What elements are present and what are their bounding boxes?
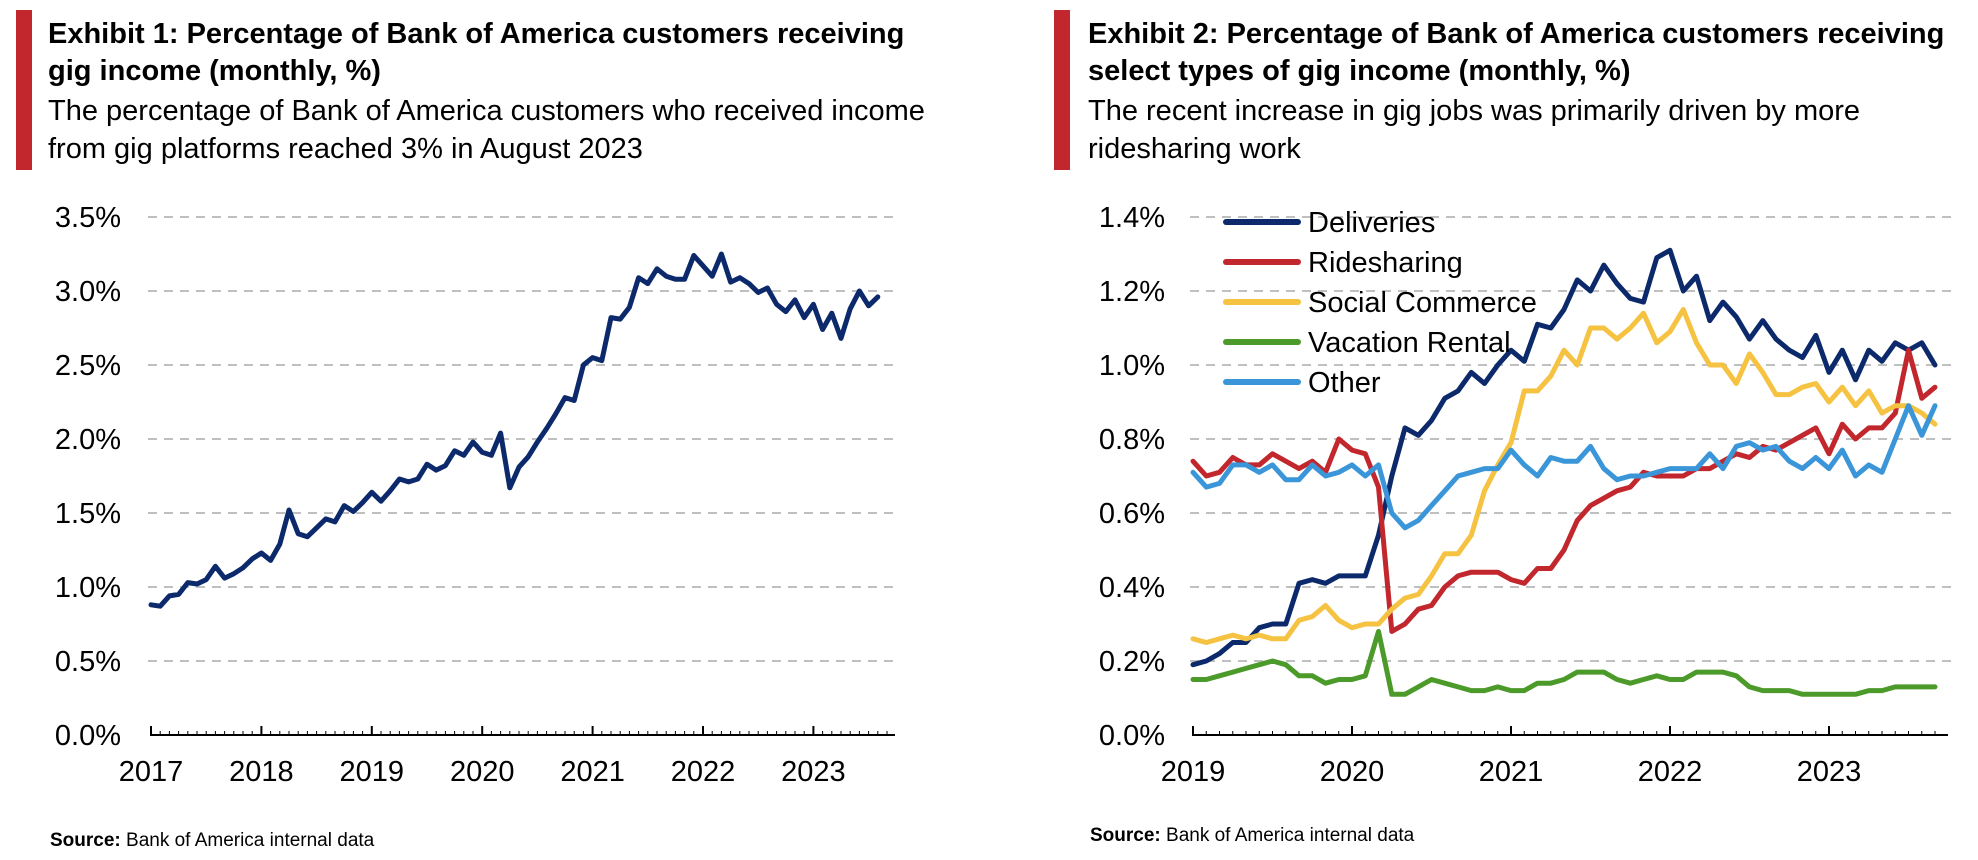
exhibit-2-x-tick-label: 2020 bbox=[1320, 756, 1385, 788]
exhibit-2-y-tick-label: 1.0% bbox=[1099, 350, 1165, 382]
exhibit-1-y-tick-label: 2.0% bbox=[55, 424, 121, 456]
exhibit-1-y-tick-label: 0.0% bbox=[55, 720, 121, 752]
exhibit-2-line-deliveries bbox=[1190, 247, 1938, 668]
exhibit-1-accent-bar bbox=[16, 10, 32, 170]
exhibit-2-x-tick-label: 2023 bbox=[1797, 756, 1862, 788]
exhibit-2-y-tick-label: 1.2% bbox=[1099, 276, 1165, 308]
exhibit-2-source-label: Source: bbox=[1090, 825, 1161, 846]
exhibit-1-y-tick-label: 3.0% bbox=[55, 276, 121, 308]
exhibit-1-y-tick-label: 2.5% bbox=[55, 350, 121, 382]
exhibit-2-panel: Exhibit 2: Percentage of Bank of America… bbox=[1040, 0, 1978, 860]
exhibit-2-legend-label-deliveries: Deliveries bbox=[1308, 207, 1435, 239]
exhibit-2-subtitle: The recent increase in gig jobs was prim… bbox=[1088, 95, 1861, 165]
exhibit-1-x-tick-label: 2020 bbox=[450, 756, 515, 788]
exhibit-2-legend-label-ridesharing: Ridesharing bbox=[1308, 247, 1463, 279]
exhibit-2-legend-label-vacation-rental: Vacation Rental bbox=[1308, 327, 1511, 359]
exhibit-2-chart: 0.0% 0.2% 0.4% 0.6% 0.8% 1.0% 1.2% 1.4% 2019 2020… bbox=[1099, 202, 1954, 788]
exhibit-1-y-tick-label: 0.5% bbox=[55, 646, 121, 678]
exhibit-2-y-tick-label: 0.0% bbox=[1099, 720, 1165, 752]
exhibit-1-chart: 0.0% 0.5% 1.0% 1.5% 2.0% 2.5% 3.0% 3.5% 2017 2018… bbox=[55, 202, 896, 788]
exhibit-1-line-series bbox=[148, 251, 881, 609]
exhibit-2-title: Exhibit 2: Percentage of Bank of America… bbox=[1088, 18, 1945, 87]
exhibit-2-x-tick-label: 2021 bbox=[1479, 756, 1544, 788]
exhibit-1-x-tick-label: 2019 bbox=[340, 756, 405, 788]
exhibit-2-y-tick-label: 0.6% bbox=[1099, 498, 1165, 530]
exhibit-1-title: Exhibit 1: Percentage of Bank of America… bbox=[48, 18, 905, 87]
exhibit-1-y-tick-label: 1.0% bbox=[55, 572, 121, 604]
exhibit-1-x-tick-label: 2021 bbox=[560, 756, 625, 788]
exhibit-1-panel: Exhibit 1: Percentage of Bank of America… bbox=[16, 10, 925, 852]
exhibit-2-y-tick-label: 0.4% bbox=[1099, 572, 1165, 604]
exhibit-1-source-label: Source: bbox=[50, 830, 121, 851]
exhibit-2-line-vacation-rental bbox=[1190, 628, 1938, 697]
exhibit-2-line-other bbox=[1190, 403, 1938, 531]
exhibit-1-source-text: Bank of America internal data bbox=[126, 830, 375, 851]
exhibit-1-y-tick-label: 3.5% bbox=[55, 202, 121, 234]
exhibit-1-x-tick-label: 2023 bbox=[781, 756, 846, 788]
exhibit-2-y-tick-label: 0.2% bbox=[1099, 646, 1165, 678]
exhibit-1-source: Source: Bank of America internal data bbox=[50, 830, 374, 852]
exhibit-2-y-tick-label: 1.4% bbox=[1099, 202, 1165, 234]
exhibit-2-accent-bar bbox=[1054, 10, 1070, 170]
exhibit-2-line-ridesharing bbox=[1190, 347, 1938, 634]
exhibit-2-source-text: Bank of America internal data bbox=[1166, 825, 1415, 846]
exhibit-1-x-tick-label: 2018 bbox=[229, 756, 294, 788]
exhibit-2-x-tick-label: 2022 bbox=[1638, 756, 1703, 788]
exhibit-2-x-tick-label: 2019 bbox=[1161, 756, 1226, 788]
exhibit-2-line-social-commerce bbox=[1190, 307, 1938, 645]
exhibit-1-x-tick-label: 2022 bbox=[671, 756, 736, 788]
exhibit-1-subtitle: The percentage of Bank of America custom… bbox=[48, 95, 925, 165]
exhibit-1-x-tick-label: 2017 bbox=[119, 756, 184, 788]
exhibit-1-y-tick-label: 1.5% bbox=[55, 498, 121, 530]
exhibit-2-y-tick-label: 0.8% bbox=[1099, 424, 1165, 456]
exhibit-2-legend-label-social-commerce: Social Commerce bbox=[1308, 287, 1537, 319]
exhibit-2-legend-label-other: Other bbox=[1308, 367, 1381, 399]
exhibit-2-source: Source: Bank of America internal data bbox=[1090, 825, 1414, 847]
